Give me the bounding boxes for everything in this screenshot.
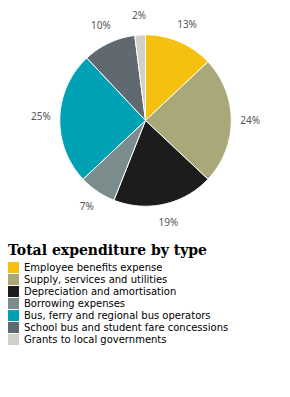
svg-text:7%: 7% xyxy=(80,199,94,213)
html-text:Borrowing expenses: Borrowing expenses xyxy=(24,298,126,309)
svg-text:13%: 13% xyxy=(177,17,197,31)
html-text:Employee benefits expense: Employee benefits expense xyxy=(24,262,163,273)
svg-text:2%: 2% xyxy=(132,8,146,22)
html-text:Grants to local governments: Grants to local governments xyxy=(24,334,167,345)
svg-text:25%: 25% xyxy=(31,109,51,123)
svg-text:24%: 24% xyxy=(240,113,260,127)
svg-text:10%: 10% xyxy=(91,18,111,32)
html-text:School bus and student fare co: School bus and student fare concessions xyxy=(24,322,229,333)
html-text:Depreciation and amortisation: Depreciation and amortisation xyxy=(24,286,177,297)
html-text:Supply, services and utilities: Supply, services and utilities xyxy=(24,274,168,285)
svg-text:19%: 19% xyxy=(158,215,178,229)
html-text:Total expenditure by type: Total expenditure by type xyxy=(8,242,207,258)
html-text:Bus, ferry and regional bus op: Bus, ferry and regional bus operators xyxy=(24,310,211,321)
